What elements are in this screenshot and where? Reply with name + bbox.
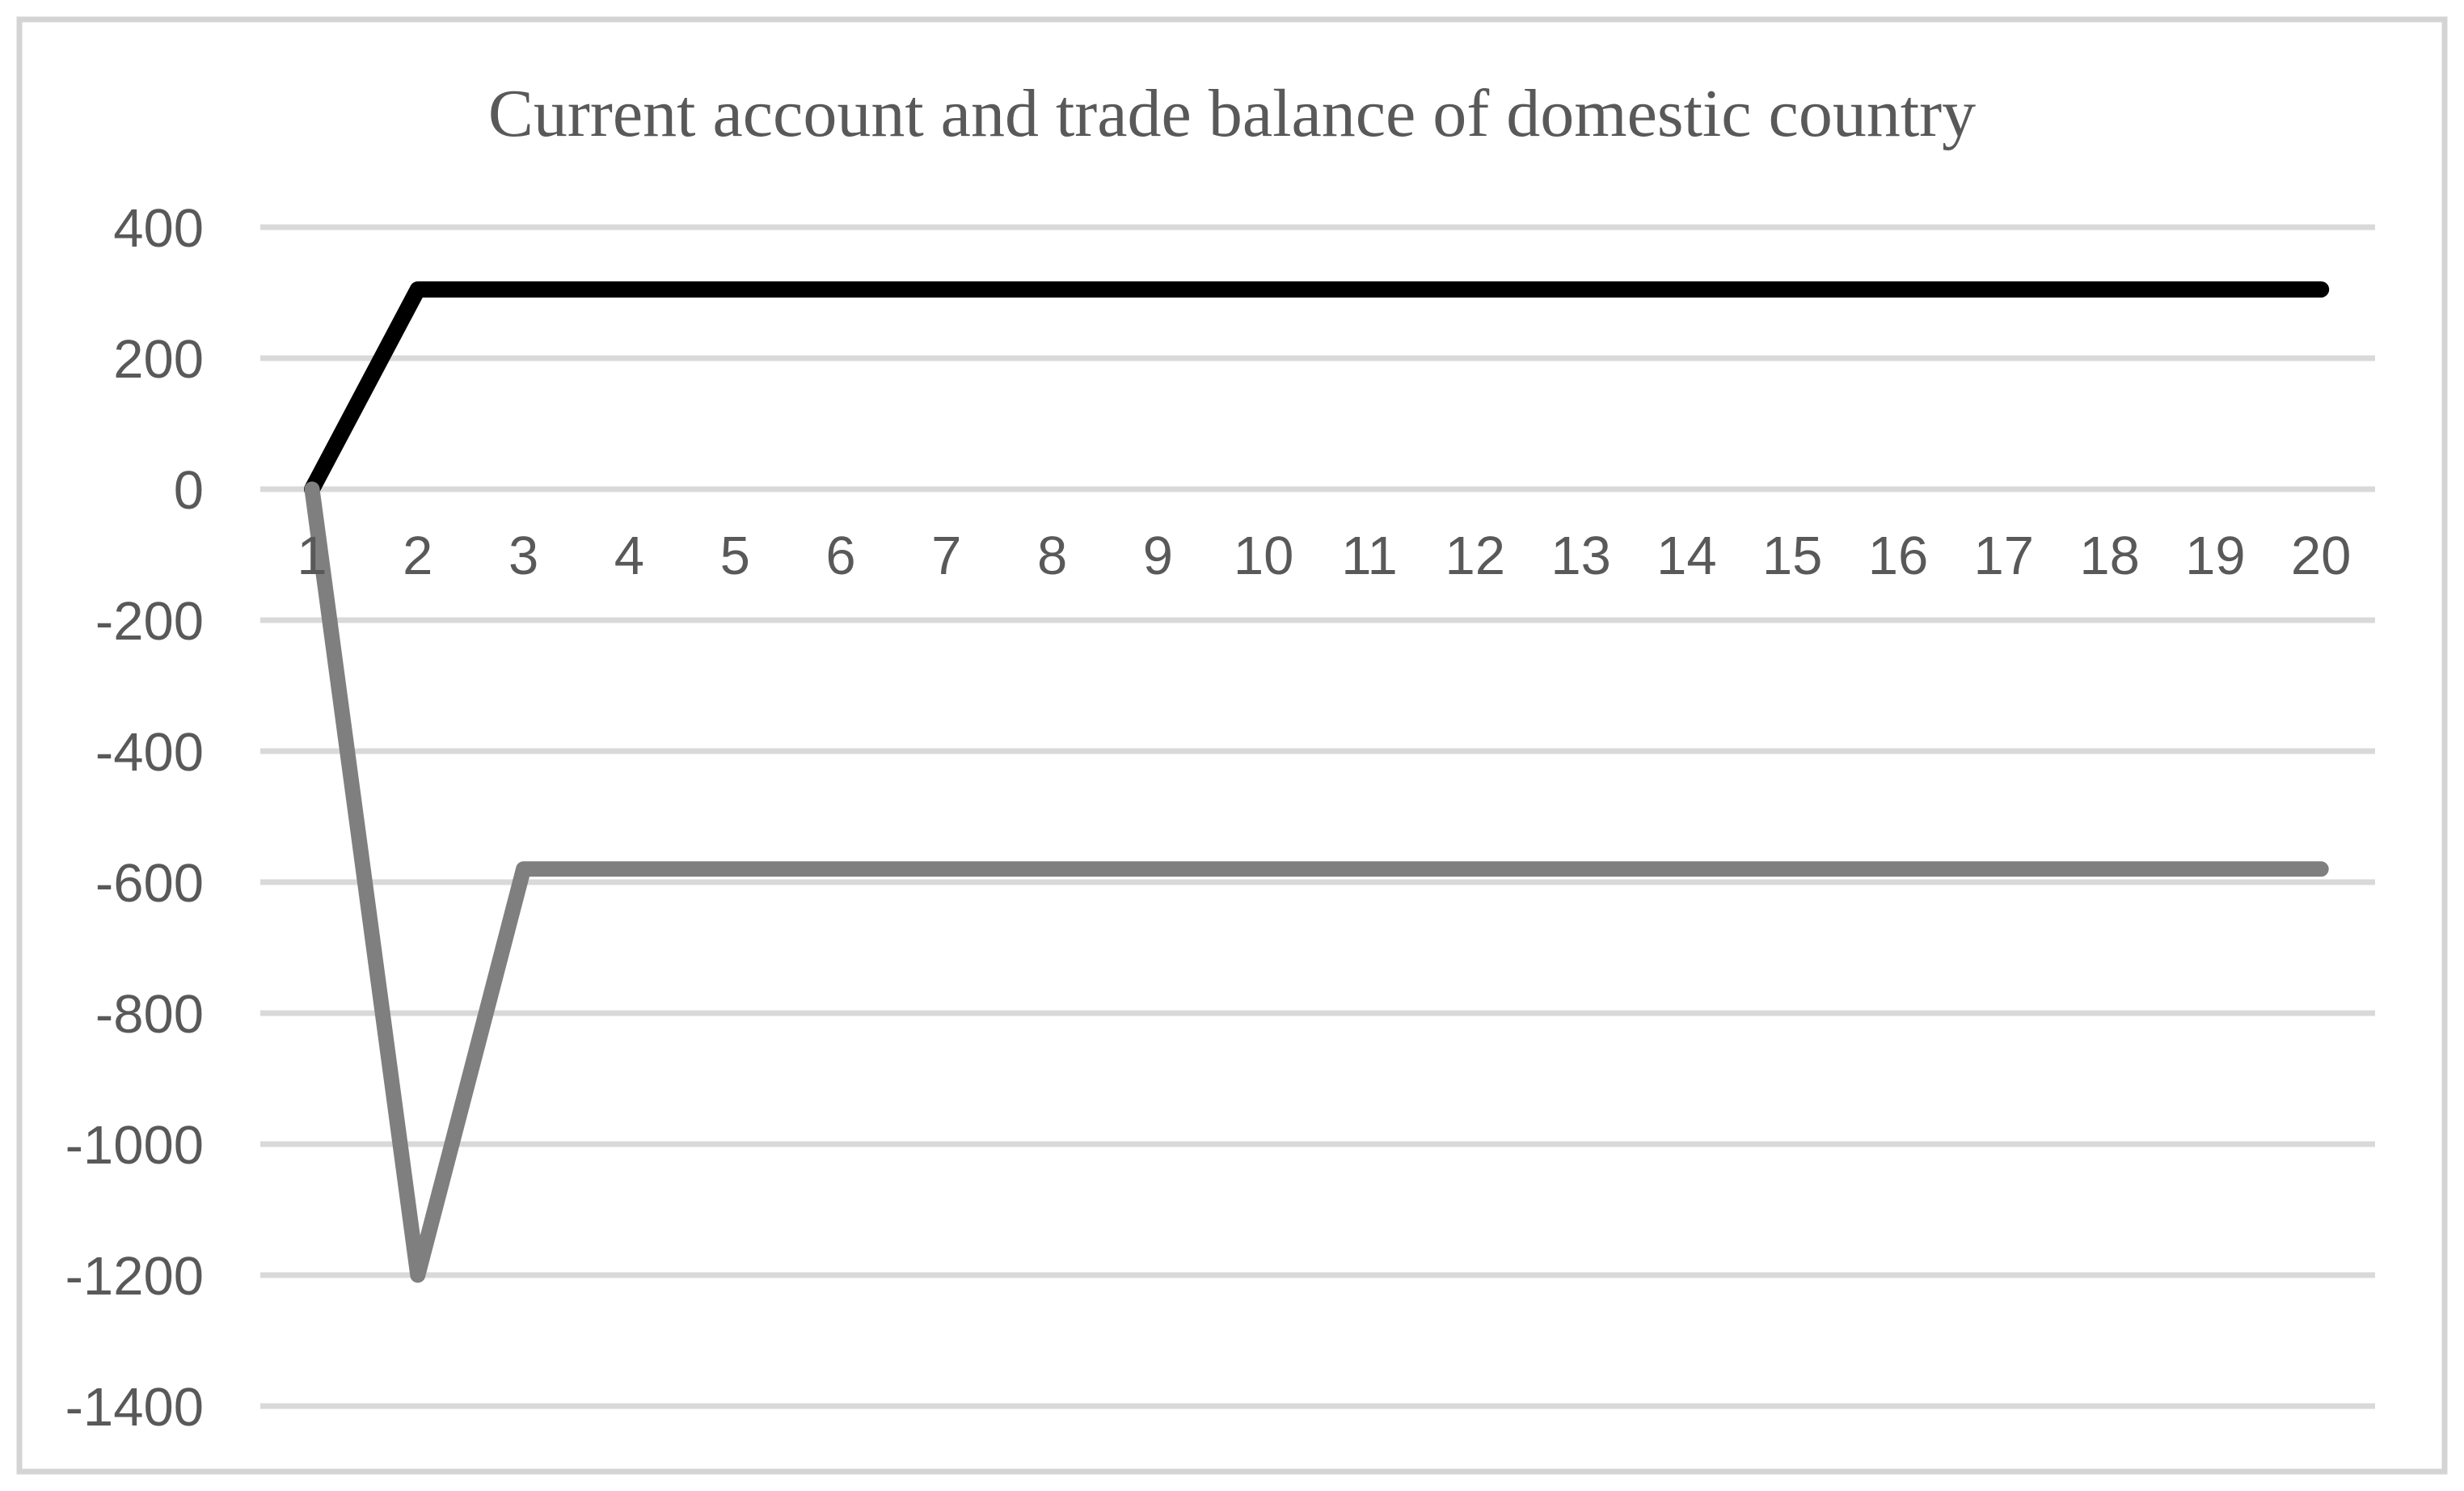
chart-title: Current account and trade balance of dom… [488,76,1976,151]
y-tick-label: 0 [174,460,204,521]
gridlines-group [260,224,2375,1409]
y-tick-label: -1000 [65,1115,204,1176]
x-tick-label-3: 3 [508,526,538,586]
x-tick-label-15: 15 [1762,526,1823,586]
x-tick-label-20: 20 [2291,526,2352,586]
y-tick-label: -1200 [65,1246,204,1307]
x-tick-label-5: 5 [720,526,750,586]
x-tick-label-19: 19 [2185,526,2246,586]
x-tick-label-8: 8 [1037,526,1067,586]
x-tick-label-11: 11 [1341,526,1398,586]
x-tick-label-16: 16 [1868,526,1929,586]
figure-border [16,16,2448,1475]
series-line-gray [304,481,2329,1283]
y-tick-label: -200 [95,591,204,652]
x-tick-label-12: 12 [1445,526,1506,586]
x-tick-label-17: 17 [1974,526,2035,586]
x-tick-label-7: 7 [931,526,961,586]
y-tick-label: -600 [95,853,204,914]
x-tick-label-10: 10 [1234,526,1294,586]
x-tick-label-13: 13 [1551,526,1611,586]
y-tick-label: -800 [95,984,204,1045]
series-group [304,281,2330,1283]
y-tick-label: -1400 [65,1377,204,1438]
series-line-black [304,281,2330,497]
y-tick-label: -400 [95,722,204,783]
x-tick-label-2: 2 [403,526,432,586]
y-tick-label: 200 [113,329,204,390]
x-tick-label-9: 9 [1143,526,1173,586]
x-axis-labels-group: 1 2 3 4 5 6 7 8 9 10 11 12 13 14 15 16 17 18 19 20 [297,526,2351,586]
x-tick-label-18: 18 [2079,526,2140,586]
y-axis-labels-group: 400 200 0 -200 -400 -600 -800 -1000 -1200 -1400 [65,198,204,1438]
x-tick-label-4: 4 [614,526,644,586]
x-tick-label-1: 1 [297,526,327,586]
x-tick-label-14: 14 [1656,526,1717,586]
y-tick-label: 400 [113,198,204,259]
x-tick-label-6: 6 [825,526,855,586]
